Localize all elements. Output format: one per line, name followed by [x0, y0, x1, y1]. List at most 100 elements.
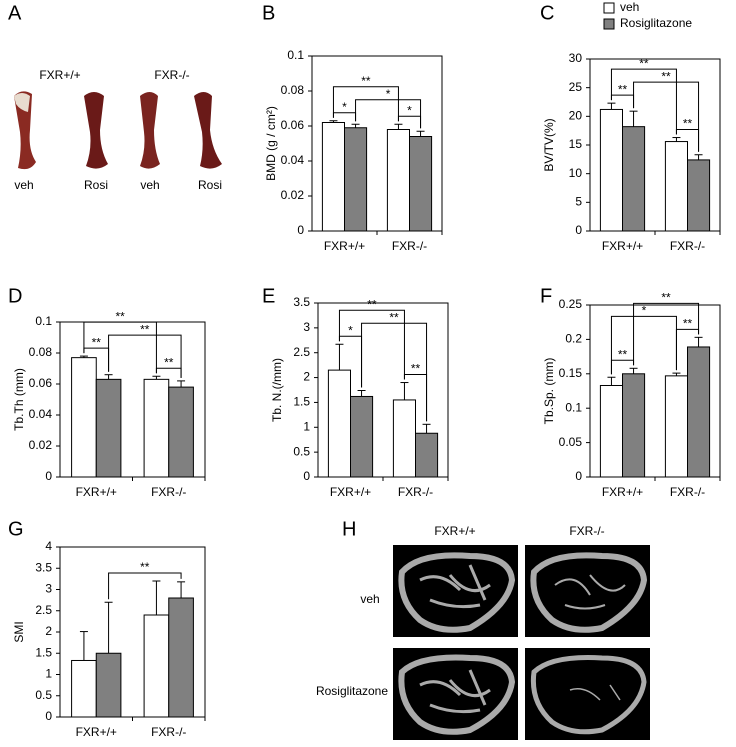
treatment-label: Rosi [198, 178, 222, 192]
y-tick-label: 2.5 [35, 603, 52, 617]
y-tick-label: 0 [575, 469, 582, 483]
genotype-label: FXR+/+ [39, 68, 80, 82]
y-tick-label: 0.06 [29, 376, 53, 390]
y-tick-label: 0.5 [35, 688, 52, 702]
panel-label: H [342, 518, 356, 540]
y-tick-label: 0 [45, 709, 52, 723]
y-tick-label: 0.1 [565, 400, 582, 414]
micro-ct-images [393, 545, 650, 740]
significance-label: ** [389, 310, 399, 324]
y-tick-label: 2 [303, 370, 310, 384]
y-tick-label: 1.5 [293, 395, 310, 409]
significance-label: ** [367, 297, 377, 311]
panel-label: F [540, 285, 552, 307]
y-tick-label: 0.02 [29, 438, 53, 452]
bar [71, 357, 97, 478]
treatment-label: Rosiglitazone [316, 684, 388, 698]
bar [95, 652, 122, 718]
y-tick-label: 0 [45, 469, 52, 483]
genotype-label: FXR-/- [569, 524, 604, 538]
bar [664, 141, 689, 232]
bar [687, 159, 711, 232]
panel-label: G [8, 518, 24, 540]
y-tick-label: 0.2 [565, 332, 582, 346]
bar [344, 127, 368, 232]
significance-bracket [108, 334, 182, 378]
y-tick-label: 2.5 [293, 345, 310, 359]
y-tick-label: 1 [303, 419, 310, 433]
y-axis-label: Tb.Th (mm) [12, 368, 26, 431]
significance-bracket [332, 112, 357, 122]
significance-label: ** [683, 317, 693, 331]
significance-bracket [633, 302, 700, 366]
panel-label: A [8, 2, 22, 24]
significance-label: ** [639, 56, 649, 70]
panel-label: C [540, 2, 554, 24]
significance-label: ** [661, 291, 671, 305]
significance-label: ** [140, 560, 150, 574]
y-tick-label: 3 [303, 320, 310, 334]
bar [599, 108, 624, 232]
bar [664, 375, 689, 478]
significance-bracket [610, 359, 635, 375]
significance-bracket [633, 81, 700, 152]
y-tick-label: 30 [569, 51, 583, 65]
bar [350, 395, 374, 478]
y-tick-label: 0.06 [281, 118, 305, 132]
bar [327, 369, 351, 478]
x-tick-label: FXR+/+ [324, 239, 365, 253]
y-tick-label: 0.04 [281, 153, 305, 167]
y-tick-label: 0.02 [281, 188, 305, 202]
treatment-label: veh [14, 178, 33, 192]
panel-label: D [8, 285, 22, 307]
bar [321, 122, 345, 232]
bar [415, 432, 439, 478]
bar [392, 399, 416, 478]
significance-bracket [397, 115, 422, 129]
x-tick-label: FXR-/- [670, 239, 705, 253]
y-tick-label: 1 [45, 667, 52, 681]
x-tick-label: FXR+/+ [76, 725, 117, 739]
y-tick-label: 0.1 [287, 48, 304, 62]
significance-label: * [386, 87, 391, 101]
significance-label: ** [661, 69, 671, 83]
panel-label: B [262, 2, 275, 24]
y-tick-label: 0.1 [35, 314, 52, 328]
y-tick-label: 5 [575, 195, 582, 209]
significance-label: * [407, 103, 412, 117]
legend-label: Rosiglitazone [620, 16, 692, 30]
y-tick-label: 2 [45, 624, 52, 638]
significance-label: ** [618, 347, 628, 361]
significance-label: * [642, 304, 647, 318]
y-tick-label: 10 [569, 166, 583, 180]
significance-bracket [108, 572, 182, 600]
significance-bracket [338, 309, 405, 380]
bar [599, 384, 624, 478]
y-tick-label: 1.5 [35, 645, 52, 659]
x-tick-label: FXR-/- [151, 485, 186, 499]
significance-bracket [83, 321, 157, 374]
y-tick-label: 0.08 [281, 83, 305, 97]
significance-label: ** [92, 335, 102, 349]
legend-swatch [603, 2, 615, 14]
bar [386, 129, 410, 232]
significance-label: ** [361, 74, 371, 88]
bar [143, 378, 170, 478]
y-tick-label: 4 [45, 539, 52, 553]
y-tick-label: 3.5 [35, 560, 52, 574]
significance-label: ** [618, 82, 628, 96]
y-axis-label: Tb.Sp. (mm) [542, 358, 556, 425]
y-tick-label: 0.25 [559, 297, 583, 311]
y-tick-label: 3.5 [293, 295, 310, 309]
y-tick-label: 0.5 [293, 444, 310, 458]
panel-label: E [262, 285, 275, 307]
significance-label: * [342, 100, 347, 114]
x-tick-label: FXR+/+ [602, 485, 643, 499]
significance-bracket [610, 68, 677, 135]
bar [409, 136, 433, 232]
y-tick-label: 0.15 [559, 366, 583, 380]
y-tick-label: 0.04 [29, 407, 53, 421]
x-tick-label: FXR-/- [151, 725, 186, 739]
genotype-label: FXR-/- [154, 68, 189, 82]
